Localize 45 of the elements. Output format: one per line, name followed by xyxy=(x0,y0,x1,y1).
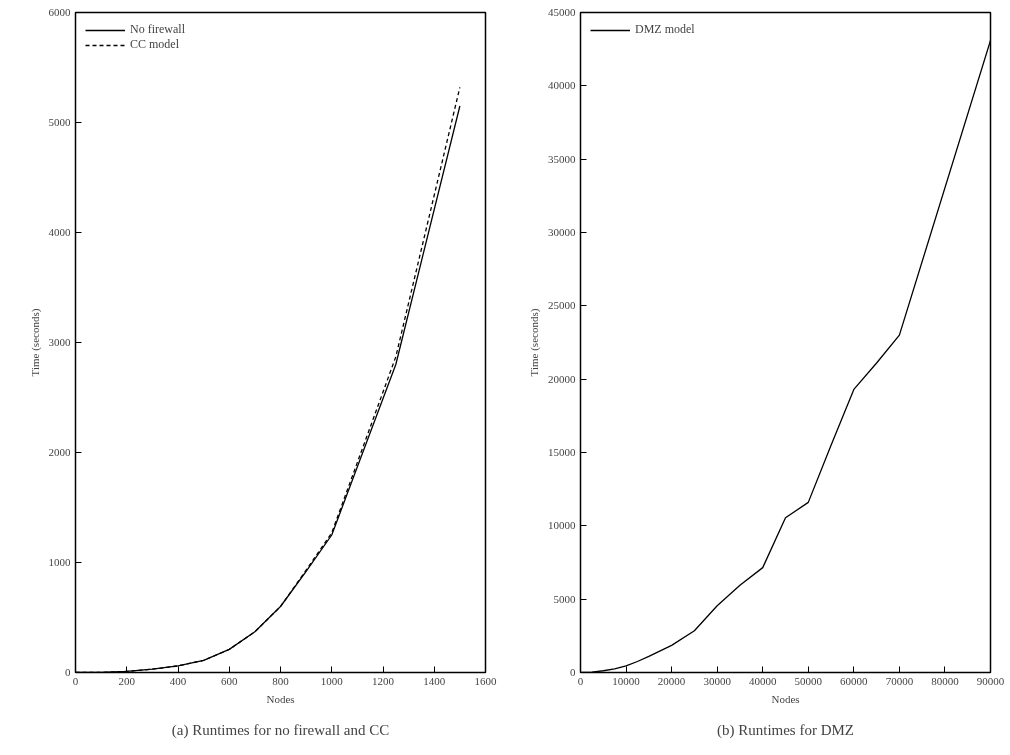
x-tick-label: 200 xyxy=(118,674,136,687)
x-tick-label: 50000 xyxy=(794,674,823,687)
y-axis-title: Time (seconds) xyxy=(528,308,541,377)
x-tick-label: 600 xyxy=(221,674,238,687)
y-tick-label: 0 xyxy=(65,666,71,678)
y-tick-label: 0 xyxy=(570,666,576,678)
x-tick-label: 30000 xyxy=(703,674,732,687)
text: (b) Runtimes for DMZ xyxy=(716,722,855,739)
x-axis-title: Nodes xyxy=(266,692,295,705)
x-tick-label: 0 xyxy=(577,674,584,687)
x-tick-label: 1200 xyxy=(372,674,395,687)
legend-label: No firewall xyxy=(130,22,185,37)
x-tick-label: 400 xyxy=(169,674,187,687)
x-tick-label: 1000 xyxy=(320,674,344,687)
y-tick-label: 1000 xyxy=(48,556,71,568)
y-tick-label: 30000 xyxy=(548,226,576,238)
y-tick-label: 2000 xyxy=(48,446,71,458)
x-tick-label: 70000 xyxy=(885,674,914,687)
legend-label: CC model xyxy=(130,37,180,52)
text: (a) Runtimes for no firewall and CC xyxy=(171,722,390,739)
y-tick-label: 5000 xyxy=(48,116,71,128)
x-tick-label: 80000 xyxy=(931,674,960,687)
x-tick-label: 10000 xyxy=(612,674,641,687)
y-tick-label: 45000 xyxy=(548,6,576,18)
x-tick-label: 1400 xyxy=(423,674,446,687)
y-tick-label: 3000 xyxy=(48,336,71,348)
y-tick-label: 4000 xyxy=(48,226,71,238)
x-axis-title: Nodes xyxy=(771,692,800,705)
y-tick-label: 5000 xyxy=(553,592,576,605)
y-tick-label: 25000 xyxy=(548,299,576,312)
x-tick-label: 90000 xyxy=(976,674,1005,687)
y-tick-label: 20000 xyxy=(548,372,576,385)
y-tick-label: 40000 xyxy=(548,79,576,92)
x-tick-label: 40000 xyxy=(748,674,777,687)
y-tick-label: 10000 xyxy=(548,519,576,532)
y-tick-label: 35000 xyxy=(548,152,576,165)
legend-label: DMZ model xyxy=(635,22,695,37)
y-tick-label: 6000 xyxy=(48,6,71,18)
x-tick-label: 0 xyxy=(72,674,79,687)
x-tick-label: 1600 xyxy=(474,674,497,687)
x-tick-label: 20000 xyxy=(657,674,686,687)
x-tick-label: 800 xyxy=(272,674,290,687)
y-axis-title: Time (seconds) xyxy=(28,308,42,377)
y-tick-label: 15000 xyxy=(548,446,576,458)
x-tick-label: 60000 xyxy=(840,674,869,687)
